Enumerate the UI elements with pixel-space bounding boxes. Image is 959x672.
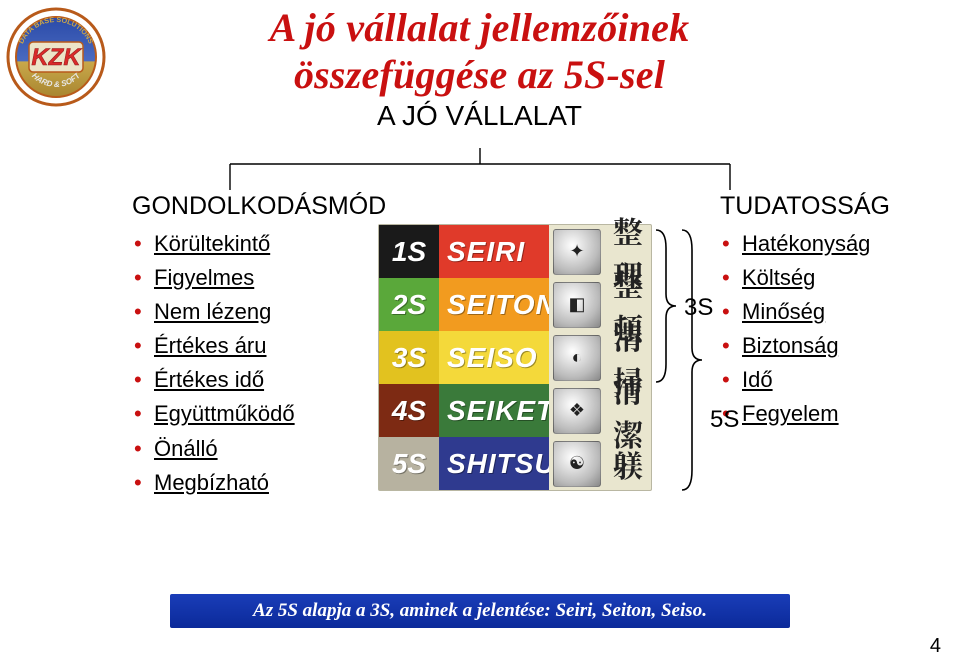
list-item: Hatékonyság xyxy=(742,227,890,261)
left-heading: GONDOLKODÁSMÓD xyxy=(132,192,386,221)
left-column: GONDOLKODÁSMÓD KörültekintőFigyelmesNem … xyxy=(132,192,386,500)
five-s-graphic: 1SSEIRI✦整 理2SSEITON◧整 頓3SSEISO◐清 掃4SSEIK… xyxy=(378,224,652,491)
list-item: Idő xyxy=(742,363,890,397)
brace-3s xyxy=(654,228,678,384)
brace-5s xyxy=(680,228,704,492)
left-list: KörültekintőFigyelmesNem lézengÉrtékes á… xyxy=(132,227,386,500)
list-item: Önálló xyxy=(154,432,386,466)
right-column: TUDATOSSÁG HatékonyságKöltségMinőségBizt… xyxy=(720,192,890,432)
five-s-row: 4SSEIKETSU❖清 潔 xyxy=(379,384,651,437)
list-item: Nem lézeng xyxy=(154,295,386,329)
list-item: Költség xyxy=(742,261,890,295)
list-item: Biztonság xyxy=(742,329,890,363)
brace-5s-label: 5S xyxy=(710,406,739,434)
list-item: Értékes idő xyxy=(154,363,386,397)
list-item: Körültekintő xyxy=(154,227,386,261)
footer-bar: Az 5S alapja a 3S, aminek a jelentése: S… xyxy=(170,594,790,628)
five-s-icon: ◧ xyxy=(553,282,601,328)
five-s-icon: ◐ xyxy=(553,335,601,381)
list-item: Együttműködő xyxy=(154,397,386,431)
right-list: HatékonyságKöltségMinőségBiztonságIdőFeg… xyxy=(720,227,890,432)
five-s-icon: ✦ xyxy=(553,229,601,275)
list-item: Fegyelem xyxy=(742,397,890,431)
list-item: Minőség xyxy=(742,295,890,329)
five-s-row: 5SSHITSUKE☯躾 xyxy=(379,437,651,490)
tree-connector xyxy=(150,148,810,194)
list-item: Megbízható xyxy=(154,466,386,500)
list-item: Figyelmes xyxy=(154,261,386,295)
slide-subtitle: A JÓ VÁLLALAT xyxy=(0,100,959,132)
right-heading: TUDATOSSÁG xyxy=(720,192,890,221)
five-s-icon: ☯ xyxy=(553,441,601,487)
footer-text: Az 5S alapja a 3S, aminek a jelentése: S… xyxy=(253,600,707,622)
slide-title: A jó vállalat jellemzőinek összefüggése … xyxy=(0,4,959,98)
list-item: Értékes áru xyxy=(154,329,386,363)
page-number: 4 xyxy=(930,635,941,658)
five-s-icon: ❖ xyxy=(553,388,601,434)
